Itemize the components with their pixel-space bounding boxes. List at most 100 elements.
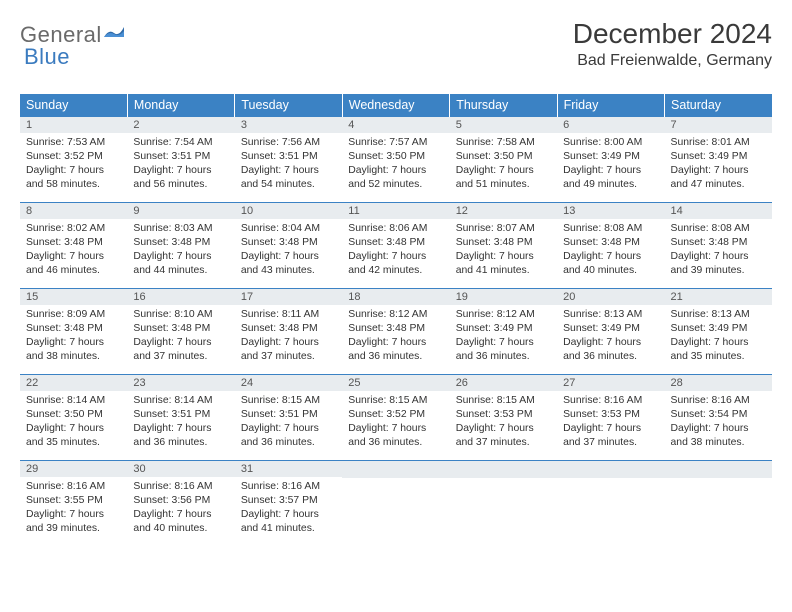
day-number: 1 — [20, 117, 127, 133]
day-line-dl1: Daylight: 7 hours — [26, 336, 121, 350]
day-line-ss: Sunset: 3:57 PM — [241, 494, 336, 508]
day-line-dl2: and 35 minutes. — [26, 436, 121, 450]
day-line-dl2: and 44 minutes. — [133, 264, 228, 278]
page: General December 2024 Bad Freienwalde, G… — [0, 0, 792, 557]
day-line-sr: Sunrise: 7:54 AM — [133, 136, 228, 150]
day-number: 29 — [20, 461, 127, 477]
day-number: 23 — [127, 375, 234, 391]
day-line-dl2: and 37 minutes. — [241, 350, 336, 364]
day-line-dl2: and 41 minutes. — [456, 264, 551, 278]
day-line-sr: Sunrise: 8:16 AM — [133, 480, 228, 494]
day-line-dl1: Daylight: 7 hours — [133, 164, 228, 178]
day-line-dl1: Daylight: 7 hours — [563, 336, 658, 350]
month-title: December 2024 — [573, 18, 772, 50]
day-cell: 16Sunrise: 8:10 AMSunset: 3:48 PMDayligh… — [127, 289, 234, 375]
day-line-dl2: and 37 minutes. — [456, 436, 551, 450]
day-line-dl2: and 36 minutes. — [348, 350, 443, 364]
day-body: Sunrise: 7:57 AMSunset: 3:50 PMDaylight:… — [342, 133, 449, 196]
day-header: Wednesday — [342, 94, 449, 117]
empty-day-cell — [557, 461, 664, 547]
day-number: 28 — [665, 375, 772, 391]
day-number: 9 — [127, 203, 234, 219]
day-number: 26 — [450, 375, 557, 391]
day-body: Sunrise: 8:09 AMSunset: 3:48 PMDaylight:… — [20, 305, 127, 368]
day-line-dl1: Daylight: 7 hours — [456, 164, 551, 178]
day-body: Sunrise: 8:06 AMSunset: 3:48 PMDaylight:… — [342, 219, 449, 282]
day-line-ss: Sunset: 3:49 PM — [671, 150, 766, 164]
day-body: Sunrise: 8:01 AMSunset: 3:49 PMDaylight:… — [665, 133, 772, 196]
day-line-sr: Sunrise: 8:09 AM — [26, 308, 121, 322]
day-line-dl1: Daylight: 7 hours — [671, 422, 766, 436]
day-line-ss: Sunset: 3:52 PM — [348, 408, 443, 422]
day-line-ss: Sunset: 3:48 PM — [241, 236, 336, 250]
day-line-ss: Sunset: 3:54 PM — [671, 408, 766, 422]
day-cell: 12Sunrise: 8:07 AMSunset: 3:48 PMDayligh… — [450, 203, 557, 289]
day-line-dl1: Daylight: 7 hours — [456, 250, 551, 264]
day-cell: 28Sunrise: 8:16 AMSunset: 3:54 PMDayligh… — [665, 375, 772, 461]
day-cell: 6Sunrise: 8:00 AMSunset: 3:49 PMDaylight… — [557, 117, 664, 203]
day-body: Sunrise: 7:56 AMSunset: 3:51 PMDaylight:… — [235, 133, 342, 196]
day-line-dl2: and 36 minutes. — [456, 350, 551, 364]
day-line-sr: Sunrise: 8:11 AM — [241, 308, 336, 322]
day-cell: 4Sunrise: 7:57 AMSunset: 3:50 PMDaylight… — [342, 117, 449, 203]
day-line-dl1: Daylight: 7 hours — [671, 250, 766, 264]
day-number: 15 — [20, 289, 127, 305]
day-line-dl1: Daylight: 7 hours — [563, 250, 658, 264]
day-cell: 15Sunrise: 8:09 AMSunset: 3:48 PMDayligh… — [20, 289, 127, 375]
day-line-ss: Sunset: 3:52 PM — [26, 150, 121, 164]
day-line-dl2: and 46 minutes. — [26, 264, 121, 278]
day-body: Sunrise: 8:10 AMSunset: 3:48 PMDaylight:… — [127, 305, 234, 368]
empty-day-cell — [450, 461, 557, 547]
day-line-dl1: Daylight: 7 hours — [133, 336, 228, 350]
day-line-ss: Sunset: 3:50 PM — [456, 150, 551, 164]
day-cell: 17Sunrise: 8:11 AMSunset: 3:48 PMDayligh… — [235, 289, 342, 375]
day-line-dl2: and 38 minutes. — [26, 350, 121, 364]
day-line-dl2: and 36 minutes. — [348, 436, 443, 450]
day-line-dl2: and 41 minutes. — [241, 522, 336, 536]
day-cell: 23Sunrise: 8:14 AMSunset: 3:51 PMDayligh… — [127, 375, 234, 461]
day-line-dl1: Daylight: 7 hours — [671, 164, 766, 178]
day-line-dl1: Daylight: 7 hours — [348, 336, 443, 350]
day-body: Sunrise: 7:54 AMSunset: 3:51 PMDaylight:… — [127, 133, 234, 196]
day-line-dl1: Daylight: 7 hours — [563, 164, 658, 178]
day-cell: 2Sunrise: 7:54 AMSunset: 3:51 PMDaylight… — [127, 117, 234, 203]
day-number: 31 — [235, 461, 342, 477]
day-body: Sunrise: 8:11 AMSunset: 3:48 PMDaylight:… — [235, 305, 342, 368]
day-number: 25 — [342, 375, 449, 391]
day-line-dl1: Daylight: 7 hours — [456, 422, 551, 436]
day-line-ss: Sunset: 3:48 PM — [348, 322, 443, 336]
day-cell: 10Sunrise: 8:04 AMSunset: 3:48 PMDayligh… — [235, 203, 342, 289]
day-line-sr: Sunrise: 8:16 AM — [241, 480, 336, 494]
day-cell: 18Sunrise: 8:12 AMSunset: 3:48 PMDayligh… — [342, 289, 449, 375]
day-line-sr: Sunrise: 8:10 AM — [133, 308, 228, 322]
day-line-dl2: and 37 minutes. — [133, 350, 228, 364]
day-body: Sunrise: 8:13 AMSunset: 3:49 PMDaylight:… — [557, 305, 664, 368]
day-body: Sunrise: 8:15 AMSunset: 3:52 PMDaylight:… — [342, 391, 449, 454]
day-line-dl1: Daylight: 7 hours — [241, 336, 336, 350]
day-cell: 27Sunrise: 8:16 AMSunset: 3:53 PMDayligh… — [557, 375, 664, 461]
day-cell: 8Sunrise: 8:02 AMSunset: 3:48 PMDaylight… — [20, 203, 127, 289]
day-cell: 25Sunrise: 8:15 AMSunset: 3:52 PMDayligh… — [342, 375, 449, 461]
day-line-dl2: and 38 minutes. — [671, 436, 766, 450]
day-line-dl2: and 54 minutes. — [241, 178, 336, 192]
day-line-dl1: Daylight: 7 hours — [671, 336, 766, 350]
day-line-ss: Sunset: 3:53 PM — [456, 408, 551, 422]
day-line-sr: Sunrise: 8:02 AM — [26, 222, 121, 236]
day-cell: 21Sunrise: 8:13 AMSunset: 3:49 PMDayligh… — [665, 289, 772, 375]
day-body: Sunrise: 8:15 AMSunset: 3:51 PMDaylight:… — [235, 391, 342, 454]
day-line-sr: Sunrise: 8:13 AM — [671, 308, 766, 322]
day-line-dl1: Daylight: 7 hours — [348, 250, 443, 264]
day-line-ss: Sunset: 3:51 PM — [241, 150, 336, 164]
day-header: Thursday — [450, 94, 557, 117]
day-line-ss: Sunset: 3:48 PM — [348, 236, 443, 250]
day-line-sr: Sunrise: 8:13 AM — [563, 308, 658, 322]
day-number: 27 — [557, 375, 664, 391]
day-cell: 22Sunrise: 8:14 AMSunset: 3:50 PMDayligh… — [20, 375, 127, 461]
day-number: 19 — [450, 289, 557, 305]
day-line-dl2: and 58 minutes. — [26, 178, 121, 192]
day-line-dl1: Daylight: 7 hours — [456, 336, 551, 350]
day-line-dl2: and 35 minutes. — [671, 350, 766, 364]
day-line-ss: Sunset: 3:48 PM — [133, 236, 228, 250]
week-row: 8Sunrise: 8:02 AMSunset: 3:48 PMDaylight… — [20, 203, 772, 289]
day-cell: 20Sunrise: 8:13 AMSunset: 3:49 PMDayligh… — [557, 289, 664, 375]
